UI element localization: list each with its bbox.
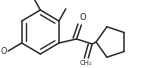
- Text: O: O: [79, 13, 86, 22]
- Text: O: O: [1, 47, 7, 55]
- Text: CH₂: CH₂: [80, 60, 93, 65]
